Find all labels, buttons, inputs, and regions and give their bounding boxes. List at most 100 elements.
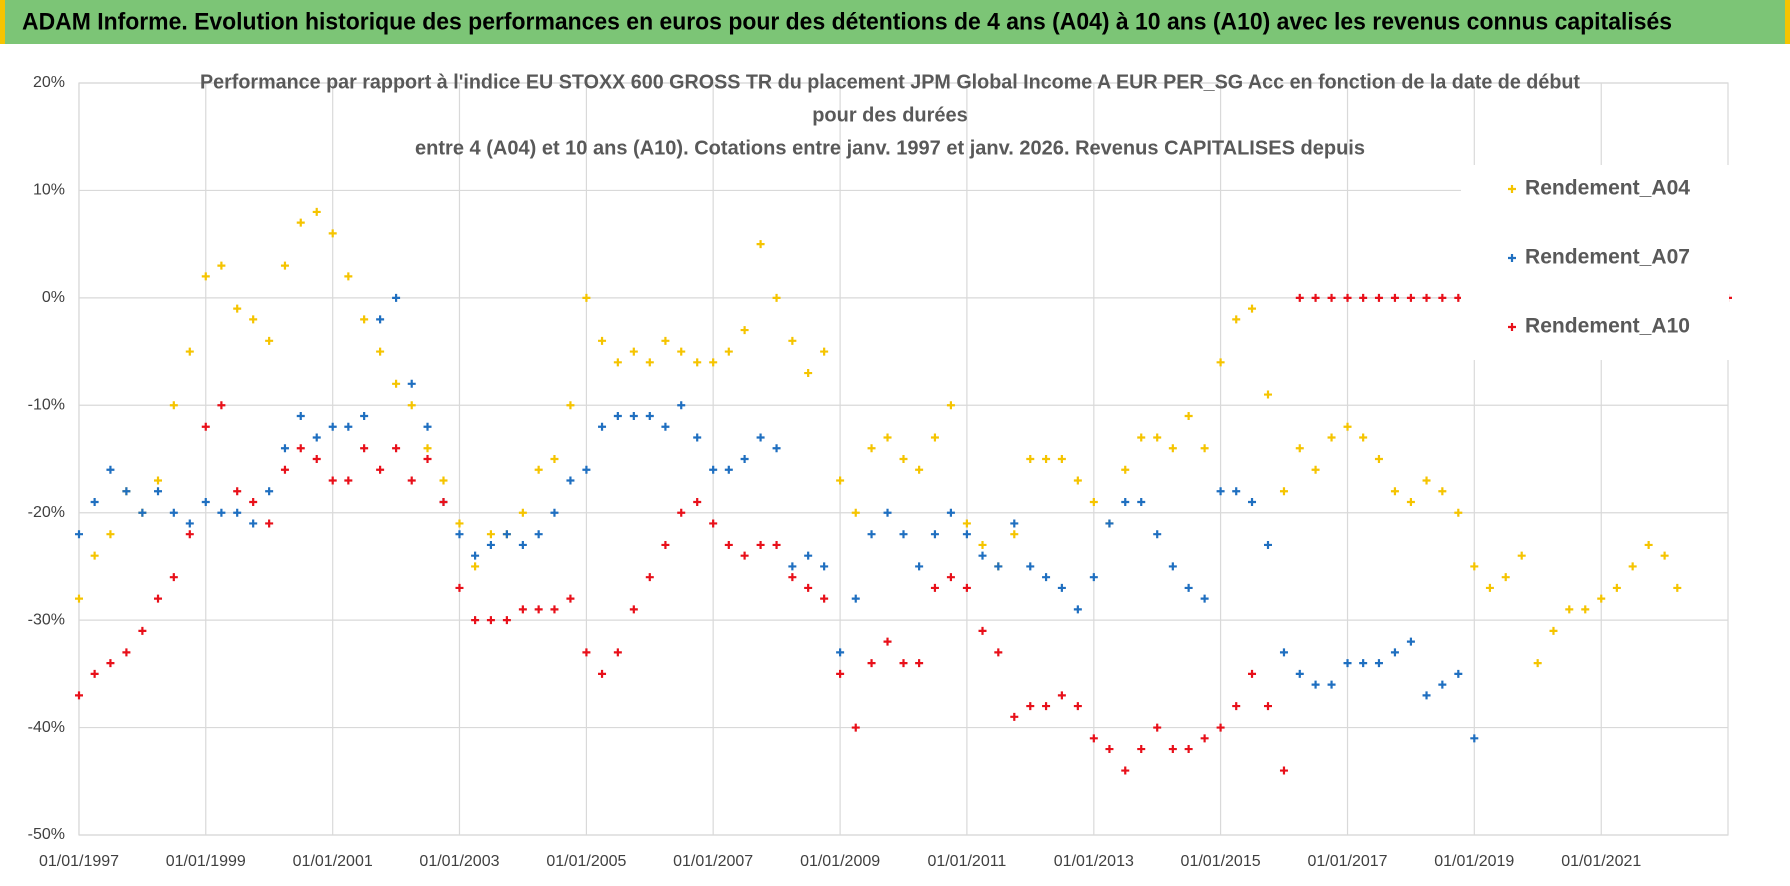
- point: [312, 455, 321, 463]
- point: [154, 487, 163, 496]
- point: [1279, 648, 1288, 657]
- point: [1168, 745, 1177, 754]
- point: [709, 358, 718, 367]
- point: [550, 508, 559, 517]
- point: [677, 401, 686, 410]
- point: [1057, 455, 1066, 463]
- point: [915, 562, 924, 571]
- point: [486, 616, 495, 625]
- chart-title: Performance par rapport à l'indice EU ST…: [200, 71, 1580, 93]
- point: [994, 562, 1003, 571]
- point: [1089, 497, 1098, 506]
- point: [994, 648, 1003, 657]
- series-points: [75, 293, 1479, 743]
- plot-frame: [78, 82, 1729, 836]
- point: [75, 594, 83, 603]
- point: [883, 637, 892, 646]
- point: [201, 422, 210, 431]
- y-tick-label: -30%: [28, 611, 65, 628]
- point: [1137, 497, 1146, 506]
- point: [344, 422, 353, 431]
- point: [1374, 659, 1383, 668]
- point: [566, 401, 575, 410]
- point: [1295, 444, 1304, 453]
- point: [249, 315, 258, 324]
- point: [376, 347, 385, 356]
- point: [566, 476, 575, 485]
- point: [1311, 465, 1320, 474]
- x-tick-label: 01/01/1999: [166, 853, 246, 870]
- point: [1327, 680, 1336, 689]
- point: [645, 573, 654, 582]
- point: [1673, 583, 1682, 592]
- point: [1264, 702, 1272, 711]
- point: [740, 551, 749, 560]
- point: [1454, 508, 1463, 517]
- point: [772, 444, 781, 453]
- point: [1406, 293, 1415, 302]
- point: [946, 508, 955, 517]
- point: [582, 465, 591, 474]
- x-tick-label: 01/01/2005: [546, 853, 626, 870]
- point: [233, 487, 242, 496]
- point: [550, 455, 559, 463]
- point: [138, 626, 147, 635]
- point: [486, 530, 495, 539]
- point: [756, 240, 765, 249]
- point: [645, 358, 654, 367]
- point: [598, 422, 607, 431]
- point: [1121, 766, 1130, 775]
- point: [502, 616, 511, 625]
- chart-title: entre 4 (A04) et 10 ans (A10). Cotations…: [415, 137, 1365, 159]
- point: [1184, 412, 1193, 421]
- point: [1311, 293, 1320, 302]
- point: [788, 336, 797, 345]
- header-title: ADAM Informe. Evolution historique des p…: [22, 8, 1672, 35]
- point: [518, 540, 527, 549]
- point: [772, 293, 781, 302]
- point: [756, 433, 765, 442]
- point: [518, 605, 527, 614]
- x-tick-label: 01/01/2015: [1181, 853, 1261, 870]
- point: [661, 540, 670, 549]
- point: [328, 476, 337, 485]
- point: [613, 412, 622, 421]
- point: [724, 465, 733, 474]
- point: [502, 530, 511, 539]
- point: [407, 476, 416, 485]
- point: [376, 315, 385, 324]
- point: [392, 293, 401, 302]
- point: [1264, 390, 1272, 399]
- point: [1168, 562, 1177, 571]
- y-tick-label: -40%: [28, 719, 65, 736]
- point: [582, 648, 591, 657]
- point: [550, 605, 559, 614]
- point: [598, 669, 607, 678]
- point: [312, 433, 321, 442]
- point: [978, 540, 987, 549]
- point: [1137, 433, 1146, 442]
- point: [169, 401, 178, 410]
- point: [296, 412, 305, 421]
- point: [677, 347, 686, 356]
- point: [693, 497, 702, 506]
- point: [1232, 487, 1241, 496]
- point: [312, 207, 321, 216]
- x-tick-label: 01/01/2021: [1561, 853, 1641, 870]
- point: [1644, 540, 1653, 549]
- point: [75, 691, 83, 700]
- point: [1533, 659, 1542, 668]
- point: [407, 401, 416, 410]
- legend-marker: [1508, 185, 1516, 193]
- legend-label: Rendement_A10: [1525, 315, 1690, 338]
- point: [566, 594, 575, 603]
- x-tick-label: 01/01/2013: [1054, 853, 1134, 870]
- point: [930, 583, 939, 592]
- header-edge: [1785, 0, 1790, 44]
- point: [1374, 293, 1383, 302]
- point: [1042, 573, 1051, 582]
- point: [598, 336, 607, 345]
- point: [360, 412, 369, 421]
- point: [1295, 293, 1304, 302]
- point: [740, 455, 749, 463]
